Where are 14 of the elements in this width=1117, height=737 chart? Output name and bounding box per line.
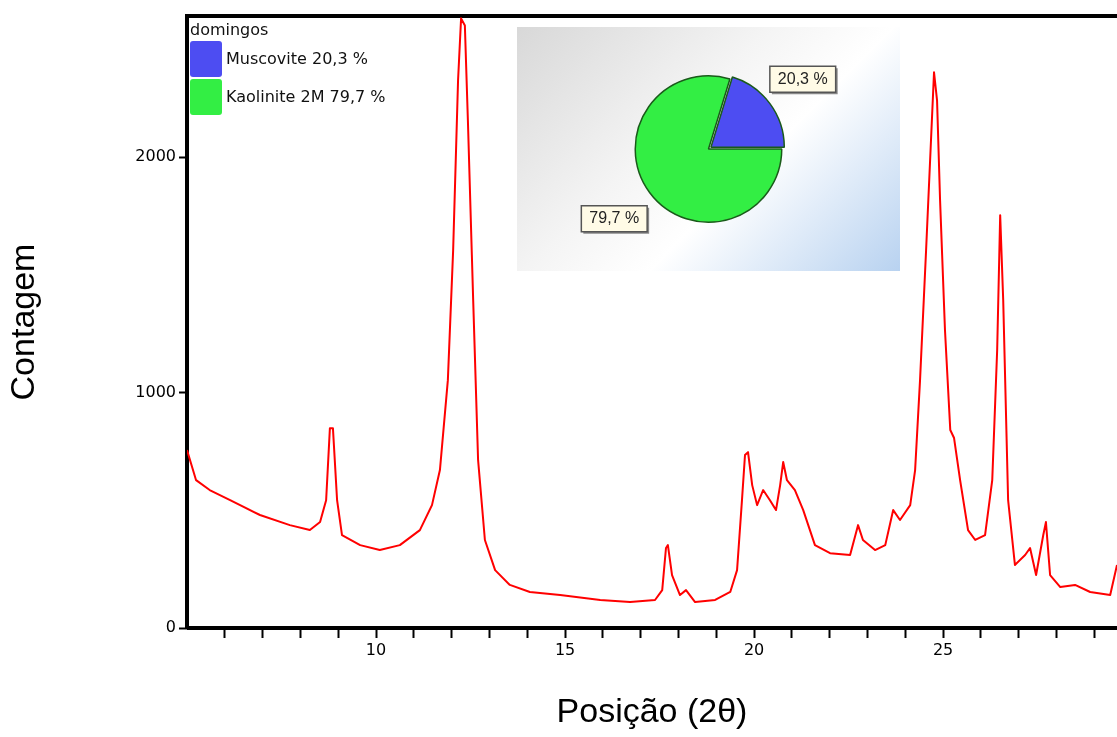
y-tick-label: 2000 bbox=[135, 146, 176, 166]
y-axis-title: Contagem bbox=[2, 243, 41, 401]
data-label: 20,3 % bbox=[777, 69, 828, 87]
x-tick-label: 10 bbox=[365, 639, 387, 659]
y-tick-label: 1000 bbox=[135, 381, 176, 401]
x-tick-label: 20 bbox=[743, 639, 765, 659]
data-label: 79,7 % bbox=[589, 209, 640, 227]
x-tick-label: 25 bbox=[932, 639, 954, 659]
legend-label: Muscovite 20,3 % bbox=[226, 49, 368, 69]
y-tick-label: 0 bbox=[165, 617, 176, 637]
x-axis-title: Posição (2θ) bbox=[556, 690, 748, 729]
legend-title: domingos bbox=[190, 20, 270, 40]
legend-label: Kaolinite 2M 79,7 % bbox=[226, 87, 386, 107]
x-tick-label: 15 bbox=[554, 639, 576, 659]
